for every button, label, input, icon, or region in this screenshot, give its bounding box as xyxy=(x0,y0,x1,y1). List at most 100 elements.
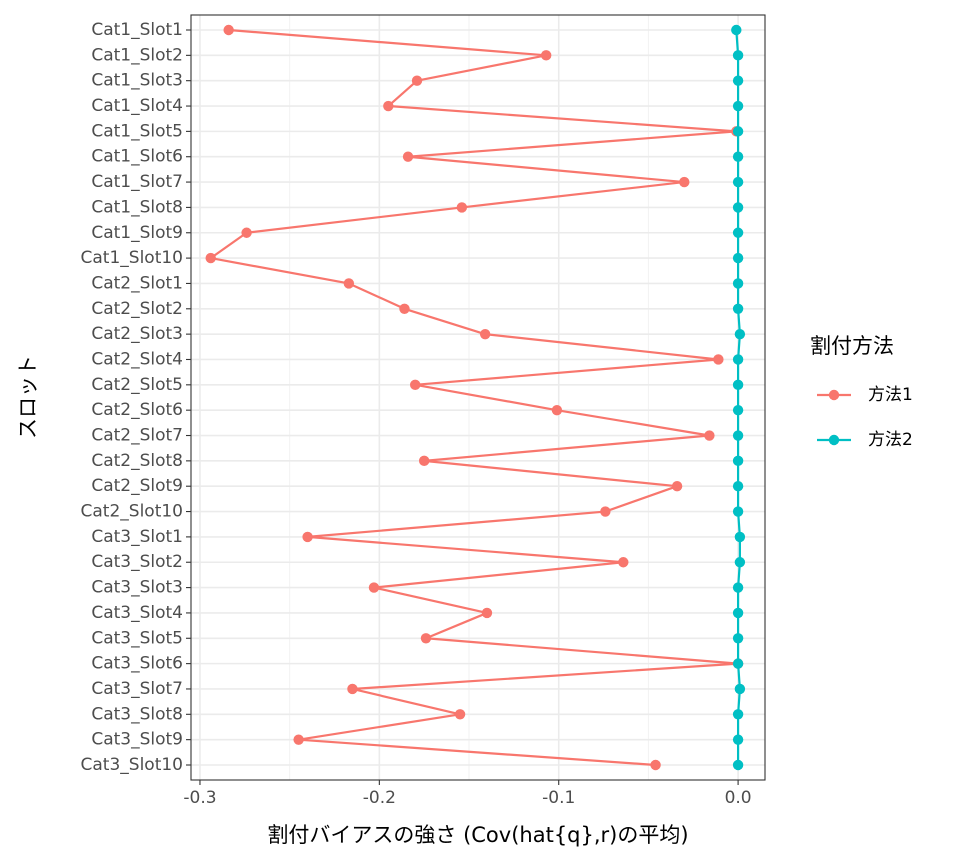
data-point xyxy=(732,506,744,517)
legend: 割付方法 方法1 方法2 xyxy=(810,334,913,450)
legend-title: 割付方法 xyxy=(810,334,894,358)
data-point xyxy=(732,354,744,365)
data-point xyxy=(734,328,746,340)
y-tick-label: Cat2_Slot9 xyxy=(91,476,183,496)
data-point xyxy=(732,227,744,238)
data-point xyxy=(732,607,744,619)
data-point xyxy=(732,126,744,137)
data-point xyxy=(383,100,394,112)
data-point xyxy=(411,75,423,86)
data-point xyxy=(732,100,744,112)
data-point xyxy=(704,430,715,441)
y-tick-label: Cat2_Slot1 xyxy=(91,273,183,293)
data-point xyxy=(671,481,683,492)
y-tick-label: Cat3_Slot10 xyxy=(81,755,183,775)
y-tick-label: Cat3_Slot9 xyxy=(91,730,183,750)
data-point xyxy=(732,75,744,86)
y-tick-label: Cat1_Slot5 xyxy=(91,121,183,141)
data-point xyxy=(713,354,724,365)
data-point xyxy=(618,557,629,568)
data-point xyxy=(734,531,746,543)
y-tick-label: Cat1_Slot10 xyxy=(81,248,183,268)
series-line xyxy=(209,28,740,767)
y-tick-label: Cat1_Slot1 xyxy=(91,20,183,40)
data-point xyxy=(418,455,430,467)
data-point xyxy=(420,633,432,644)
y-tick-label: Cat3_Slot1 xyxy=(91,527,183,547)
data-point xyxy=(732,658,744,669)
y-tick-label: Cat3_Slot4 xyxy=(91,603,183,623)
y-tick-label: Cat1_Slot8 xyxy=(91,197,183,217)
legend-label: 方法1 xyxy=(868,385,913,405)
y-tick-label: Cat3_Slot8 xyxy=(91,704,183,724)
data-point xyxy=(732,481,744,492)
x-tick-label: -0.3 xyxy=(183,788,216,808)
series-layer xyxy=(205,24,746,771)
legend-item: 方法1 xyxy=(817,385,913,405)
y-tick-label: Cat1_Slot4 xyxy=(91,96,183,116)
x-tick-label: 0.0 xyxy=(725,788,752,808)
data-point xyxy=(732,50,744,61)
y-tick-label: Cat2_Slot3 xyxy=(91,324,183,344)
data-point xyxy=(732,278,744,289)
y-tick-label: Cat1_Slot7 xyxy=(91,172,183,192)
x-axis-title: 割付バイアスの強さ (Cov(hat{q},r)の平均) xyxy=(267,823,688,847)
data-point xyxy=(732,252,744,264)
y-axis: Cat1_Slot1 Cat1_Slot2 Cat1_Slot3 Cat1_Slot4… xyxy=(81,20,191,775)
series-2 xyxy=(731,24,746,771)
grid xyxy=(191,15,765,780)
y-axis-title: スロット xyxy=(16,355,40,439)
y-tick-label: Cat2_Slot10 xyxy=(81,502,183,522)
data-point xyxy=(732,151,744,162)
y-tick-label: Cat1_Slot2 xyxy=(91,45,183,65)
data-point xyxy=(732,455,744,467)
y-tick-label: Cat2_Slot7 xyxy=(91,426,183,446)
y-tick-label: Cat1_Slot6 xyxy=(91,147,183,167)
y-tick-label: Cat2_Slot2 xyxy=(91,299,183,319)
y-tick-label: Cat2_Slot5 xyxy=(91,375,183,395)
data-point xyxy=(479,328,491,340)
data-point xyxy=(732,303,744,314)
y-tick-label: Cat3_Slot2 xyxy=(91,552,183,572)
data-point xyxy=(731,24,742,36)
y-tick-label: Cat1_Slot9 xyxy=(91,223,183,243)
data-point xyxy=(481,607,493,619)
data-point xyxy=(600,506,611,517)
x-tick-label: -0.2 xyxy=(363,788,396,808)
data-point xyxy=(732,759,744,771)
y-tick-label: Cat1_Slot3 xyxy=(91,71,183,91)
data-point xyxy=(732,404,744,416)
data-point xyxy=(347,683,358,695)
x-axis: -0.3 -0.2 -0.1 0.0 xyxy=(183,780,752,808)
plot-border xyxy=(190,14,766,781)
data-point xyxy=(732,202,744,213)
data-point xyxy=(732,379,744,391)
legend-item: 方法2 xyxy=(817,430,913,450)
x-tick-label: -0.1 xyxy=(542,788,575,808)
y-tick-label: Cat2_Slot6 xyxy=(91,400,183,420)
legend-key-point xyxy=(828,389,840,401)
plot-background xyxy=(191,15,765,780)
series-1 xyxy=(205,24,744,771)
data-point xyxy=(456,202,468,213)
data-point xyxy=(679,176,690,188)
data-point xyxy=(293,734,304,745)
y-tick-label: Cat3_Slot3 xyxy=(91,578,183,598)
y-tick-label: Cat2_Slot4 xyxy=(91,349,183,369)
data-point xyxy=(732,709,744,720)
data-point xyxy=(402,151,414,162)
y-tick-label: Cat3_Slot5 xyxy=(91,628,183,648)
data-point xyxy=(368,582,380,593)
data-point xyxy=(205,252,216,264)
data-point xyxy=(454,709,466,720)
data-point xyxy=(343,278,355,289)
data-point xyxy=(302,531,313,543)
data-point xyxy=(551,404,563,416)
data-point xyxy=(399,303,410,314)
data-point xyxy=(732,582,744,593)
y-tick-label: Cat3_Slot7 xyxy=(91,679,183,699)
y-tick-label: Cat3_Slot6 xyxy=(91,654,183,674)
legend-key-point xyxy=(828,434,840,446)
legend-label: 方法2 xyxy=(868,430,913,450)
